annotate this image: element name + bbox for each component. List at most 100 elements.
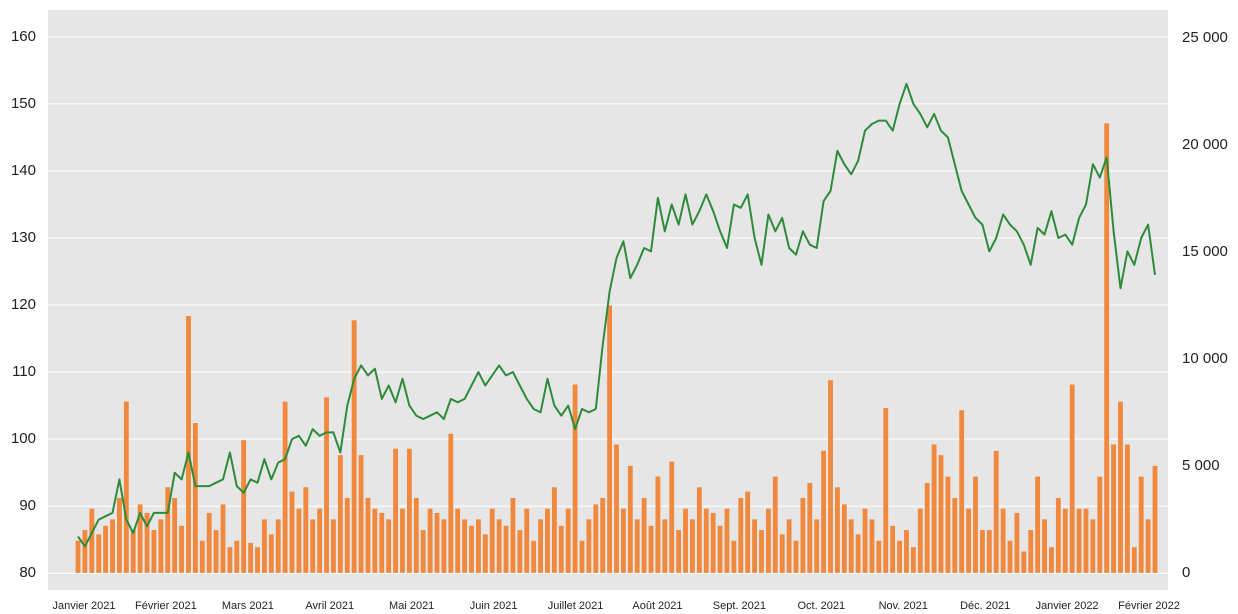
volume-bar xyxy=(96,534,102,573)
volume-bar xyxy=(220,504,226,573)
volume-bar xyxy=(413,497,419,573)
y-tick-label: 100 xyxy=(11,430,36,447)
volume-bar xyxy=(634,519,640,573)
y2-tick-label: 10 000 xyxy=(1182,350,1228,367)
volume-bar xyxy=(372,508,378,573)
volume-bar xyxy=(1062,508,1068,573)
volume-bar xyxy=(724,508,730,573)
volume-bar xyxy=(662,519,668,573)
volume-bar xyxy=(558,525,564,573)
volume-bar xyxy=(835,487,840,573)
volume-bar xyxy=(945,476,951,573)
volume-bar xyxy=(379,512,385,573)
volume-bar xyxy=(924,482,930,573)
volume-bar xyxy=(123,401,129,573)
volume-bar xyxy=(1049,547,1054,573)
volume-bar xyxy=(1076,508,1082,573)
volume-bar xyxy=(1138,476,1144,573)
volume-bar xyxy=(1035,476,1041,573)
volume-bar xyxy=(1021,551,1027,573)
volume-bar xyxy=(351,320,357,573)
volume-bar xyxy=(696,487,702,573)
volume-bar xyxy=(848,519,854,573)
volume-bar xyxy=(420,530,426,573)
volume-bar xyxy=(655,476,661,573)
volume-bar xyxy=(648,525,654,573)
volume-bar xyxy=(772,476,778,573)
volume-bar xyxy=(75,540,81,573)
volume-bar xyxy=(607,305,613,573)
volume-bar xyxy=(807,482,813,573)
volume-bar xyxy=(406,448,412,573)
volume-bar xyxy=(441,519,447,573)
volume-bar xyxy=(800,497,806,573)
volume-bar xyxy=(117,497,122,573)
volume-bar xyxy=(1131,547,1137,573)
volume-bar xyxy=(317,508,323,573)
x-tick-label: Juillet 2021 xyxy=(548,600,604,612)
volume-bar xyxy=(538,519,543,573)
volume-bar xyxy=(289,491,295,573)
x-tick-label: Déc. 2021 xyxy=(960,600,1010,612)
volume-bar xyxy=(1069,384,1075,573)
x-tick-label: Janvier 2022 xyxy=(1036,600,1099,612)
volume-bar xyxy=(717,525,723,573)
volume-bar xyxy=(1055,497,1061,573)
volume-bar xyxy=(462,519,468,573)
volume-bar xyxy=(255,547,260,573)
x-tick-label: Oct. 2021 xyxy=(797,600,845,612)
y-tick-label: 80 xyxy=(19,564,36,581)
volume-bar xyxy=(303,487,309,573)
volume-bar xyxy=(1028,530,1034,573)
volume-bar xyxy=(966,508,972,573)
volume-bar xyxy=(137,504,143,573)
x-tick-label: Sept. 2021 xyxy=(713,600,766,612)
volume-bar xyxy=(627,465,633,573)
y-tick-label: 160 xyxy=(11,28,36,45)
volume-bar xyxy=(386,519,392,573)
volume-bar xyxy=(862,508,868,573)
volume-bar xyxy=(793,540,799,573)
y2-tick-label: 20 000 xyxy=(1182,136,1228,153)
volume-bar xyxy=(876,540,882,573)
volume-bar xyxy=(358,455,364,573)
volume-bar xyxy=(765,508,771,573)
y2-tick-label: 15 000 xyxy=(1182,243,1228,260)
volume-bar xyxy=(179,525,184,573)
volume-bar xyxy=(365,497,371,573)
volume-bar xyxy=(620,508,626,573)
volume-bar xyxy=(310,519,316,573)
volume-bar xyxy=(241,440,247,573)
volume-bar xyxy=(641,497,647,573)
volume-bar xyxy=(821,450,827,573)
x-tick-label: Août 2021 xyxy=(632,600,682,612)
volume-bar xyxy=(213,530,219,573)
volume-bar xyxy=(531,540,537,573)
volume-bar xyxy=(890,525,896,573)
x-tick-label: Février 2022 xyxy=(1118,600,1180,612)
volume-bar xyxy=(434,512,440,573)
volume-bar xyxy=(1152,465,1158,573)
volume-bar xyxy=(786,519,792,573)
volume-bar xyxy=(130,530,136,573)
volume-bar xyxy=(489,508,495,573)
volume-bar xyxy=(855,534,861,573)
volume-bar xyxy=(192,423,198,573)
volume-bar xyxy=(282,401,288,573)
volume-bar xyxy=(517,530,523,573)
y-tick-label: 120 xyxy=(11,296,36,313)
volume-bar xyxy=(883,408,889,573)
volume-bar xyxy=(897,540,902,573)
volume-bar xyxy=(103,525,109,573)
volume-bar xyxy=(593,504,599,573)
volume-bar xyxy=(296,508,302,573)
volume-bar xyxy=(738,497,744,573)
volume-bar xyxy=(979,530,985,573)
volume-bar xyxy=(268,534,274,573)
volume-bar xyxy=(275,519,281,573)
y-tick-label: 110 xyxy=(12,363,36,380)
volume-bar xyxy=(779,534,785,573)
volume-bar xyxy=(551,487,557,573)
volume-bar xyxy=(400,508,405,573)
volume-bar xyxy=(910,547,916,573)
